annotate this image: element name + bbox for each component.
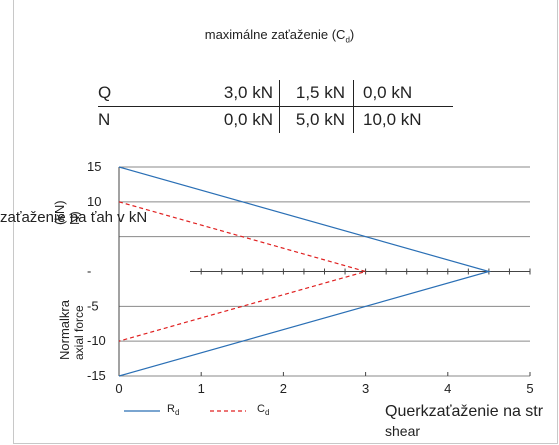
y-tick-label: 10 [87,194,101,209]
series-line-rd [118,166,492,377]
table-cell: 10,0 kN [363,110,422,129]
table-row-label: Q [98,80,173,107]
legend-label-rd: Rd [167,403,180,418]
table-cell: 0,0 kN [353,80,453,107]
table-cell: 3,0 kN [173,80,280,107]
figure-frame [13,0,558,444]
table-row-label: N [98,110,111,129]
overlay-axis-caption: zaťaženie na ťah v kN [0,209,148,226]
x-tick-label: 5 [526,381,533,396]
y-tick-label: 15 [87,159,101,174]
table-cell: 0,0 kN [173,106,280,133]
x-axis-label: Querkzaťaženie na str [385,403,544,420]
y-tick-label: -5 [87,298,99,313]
table-row: Q 3,0 kN 1,5 kN 0,0 kN [98,80,453,107]
table-cell: 1,5 kN [279,80,354,107]
x-tick-label: 1 [198,381,205,396]
legend-label-cd: Cd [257,403,270,418]
chart-title: maximálne zaťaženie (Cd) [204,27,355,45]
y-tick-label: - [87,264,91,279]
table-row: N 0,0 kN 5,0 kN 10,0 kN [98,106,453,133]
x-tick-label: 3 [362,381,369,396]
y-tick-label: -10 [87,333,106,348]
x-tick-label: 4 [444,381,451,396]
x-tick-label: 0 [115,381,122,396]
x-axis-label-english: shear [385,423,421,439]
y-tick-label: -15 [87,368,106,383]
series-line-cd [118,201,368,342]
x-tick-label: 2 [280,381,287,396]
table-cell: 5,0 kN [279,106,354,133]
load-table: Q 3,0 kN 1,5 kN 0,0 kN N 0,0 kN 5,0 kN 1… [98,80,453,133]
y-axis-label: Normalkra [57,300,72,360]
y-axis-label-english: axial force [72,305,86,360]
